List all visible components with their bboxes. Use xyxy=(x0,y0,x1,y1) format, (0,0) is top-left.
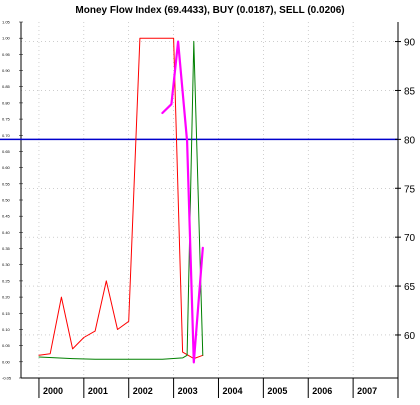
y-right-tick-label: 70 xyxy=(404,233,416,244)
y-left-tick-label: 0.10 xyxy=(2,327,11,332)
x-tick-label: 2005 xyxy=(267,386,287,396)
y-left-tick-label: 0.55 xyxy=(2,181,11,186)
x-tick-label: 2002 xyxy=(133,386,153,396)
y-left-tick-label: 0.40 xyxy=(2,230,11,235)
x-tick-label: 2001 xyxy=(88,386,108,396)
y-axis-left-ticks: -0.05 0.00 0.05 0.10 0.15 0.20 0.25 0.30 0.35 0.4… xyxy=(2,20,23,381)
x-tick-label: 2006 xyxy=(312,386,332,396)
y-left-tick-label: 0.25 xyxy=(2,278,11,283)
y-left-tick-label: 0.20 xyxy=(2,295,11,300)
y-left-tick-label: 0.70 xyxy=(2,133,11,138)
y-left-tick-label: 0.05 xyxy=(2,343,11,348)
chart-title: Money Flow Index (69.4433), BUY (0.0187)… xyxy=(75,5,344,16)
y-right-tick-label: 75 xyxy=(404,184,416,195)
x-tick-label: 2003 xyxy=(178,386,198,396)
y-left-tick-label: 0.80 xyxy=(2,100,11,105)
y-left-tick-label: 0.65 xyxy=(2,149,11,154)
y-axis-right-ticks: 60 65 70 75 80 85 90 xyxy=(395,38,416,342)
axes xyxy=(20,22,399,379)
x-tick-label: 2000 xyxy=(43,386,63,396)
y-left-tick-label: 0.75 xyxy=(2,117,11,122)
y-right-tick-label: 65 xyxy=(404,282,416,293)
y-right-tick-label: 60 xyxy=(404,331,416,342)
y-left-tick-label: 0.45 xyxy=(2,214,11,219)
y-left-tick-label: -0.05 xyxy=(2,376,12,381)
series-line-3 xyxy=(161,40,204,364)
y-left-tick-label: 0.50 xyxy=(2,198,11,203)
y-left-tick-label: 0.35 xyxy=(2,246,11,251)
y-left-tick-label: 0.95 xyxy=(2,52,11,57)
y-left-tick-label: 1.00 xyxy=(2,36,11,41)
y-right-tick-label: 80 xyxy=(404,135,416,146)
series-line-1 xyxy=(38,37,204,360)
y-left-tick-label: 0.30 xyxy=(2,262,11,267)
grid xyxy=(21,22,398,378)
y-right-tick-label: 85 xyxy=(404,86,416,97)
x-tick-label: 2004 xyxy=(222,386,242,396)
y-left-tick-label: 0.90 xyxy=(2,68,11,73)
y-right-tick-label: 90 xyxy=(404,38,416,49)
x-axis-ticks: 2000 2001 2002 2003 2004 2005 2006 2007 xyxy=(38,378,399,398)
y-left-tick-label: 0.00 xyxy=(2,359,11,364)
y-left-tick-label: 0.85 xyxy=(2,84,11,89)
series xyxy=(38,37,204,364)
y-left-tick-label: 1.05 xyxy=(2,20,11,25)
y-left-tick-label: 0.15 xyxy=(2,311,11,316)
series-line-2 xyxy=(38,40,204,360)
y-left-tick-label: 0.60 xyxy=(2,165,11,170)
x-tick-label: 2007 xyxy=(357,386,377,396)
